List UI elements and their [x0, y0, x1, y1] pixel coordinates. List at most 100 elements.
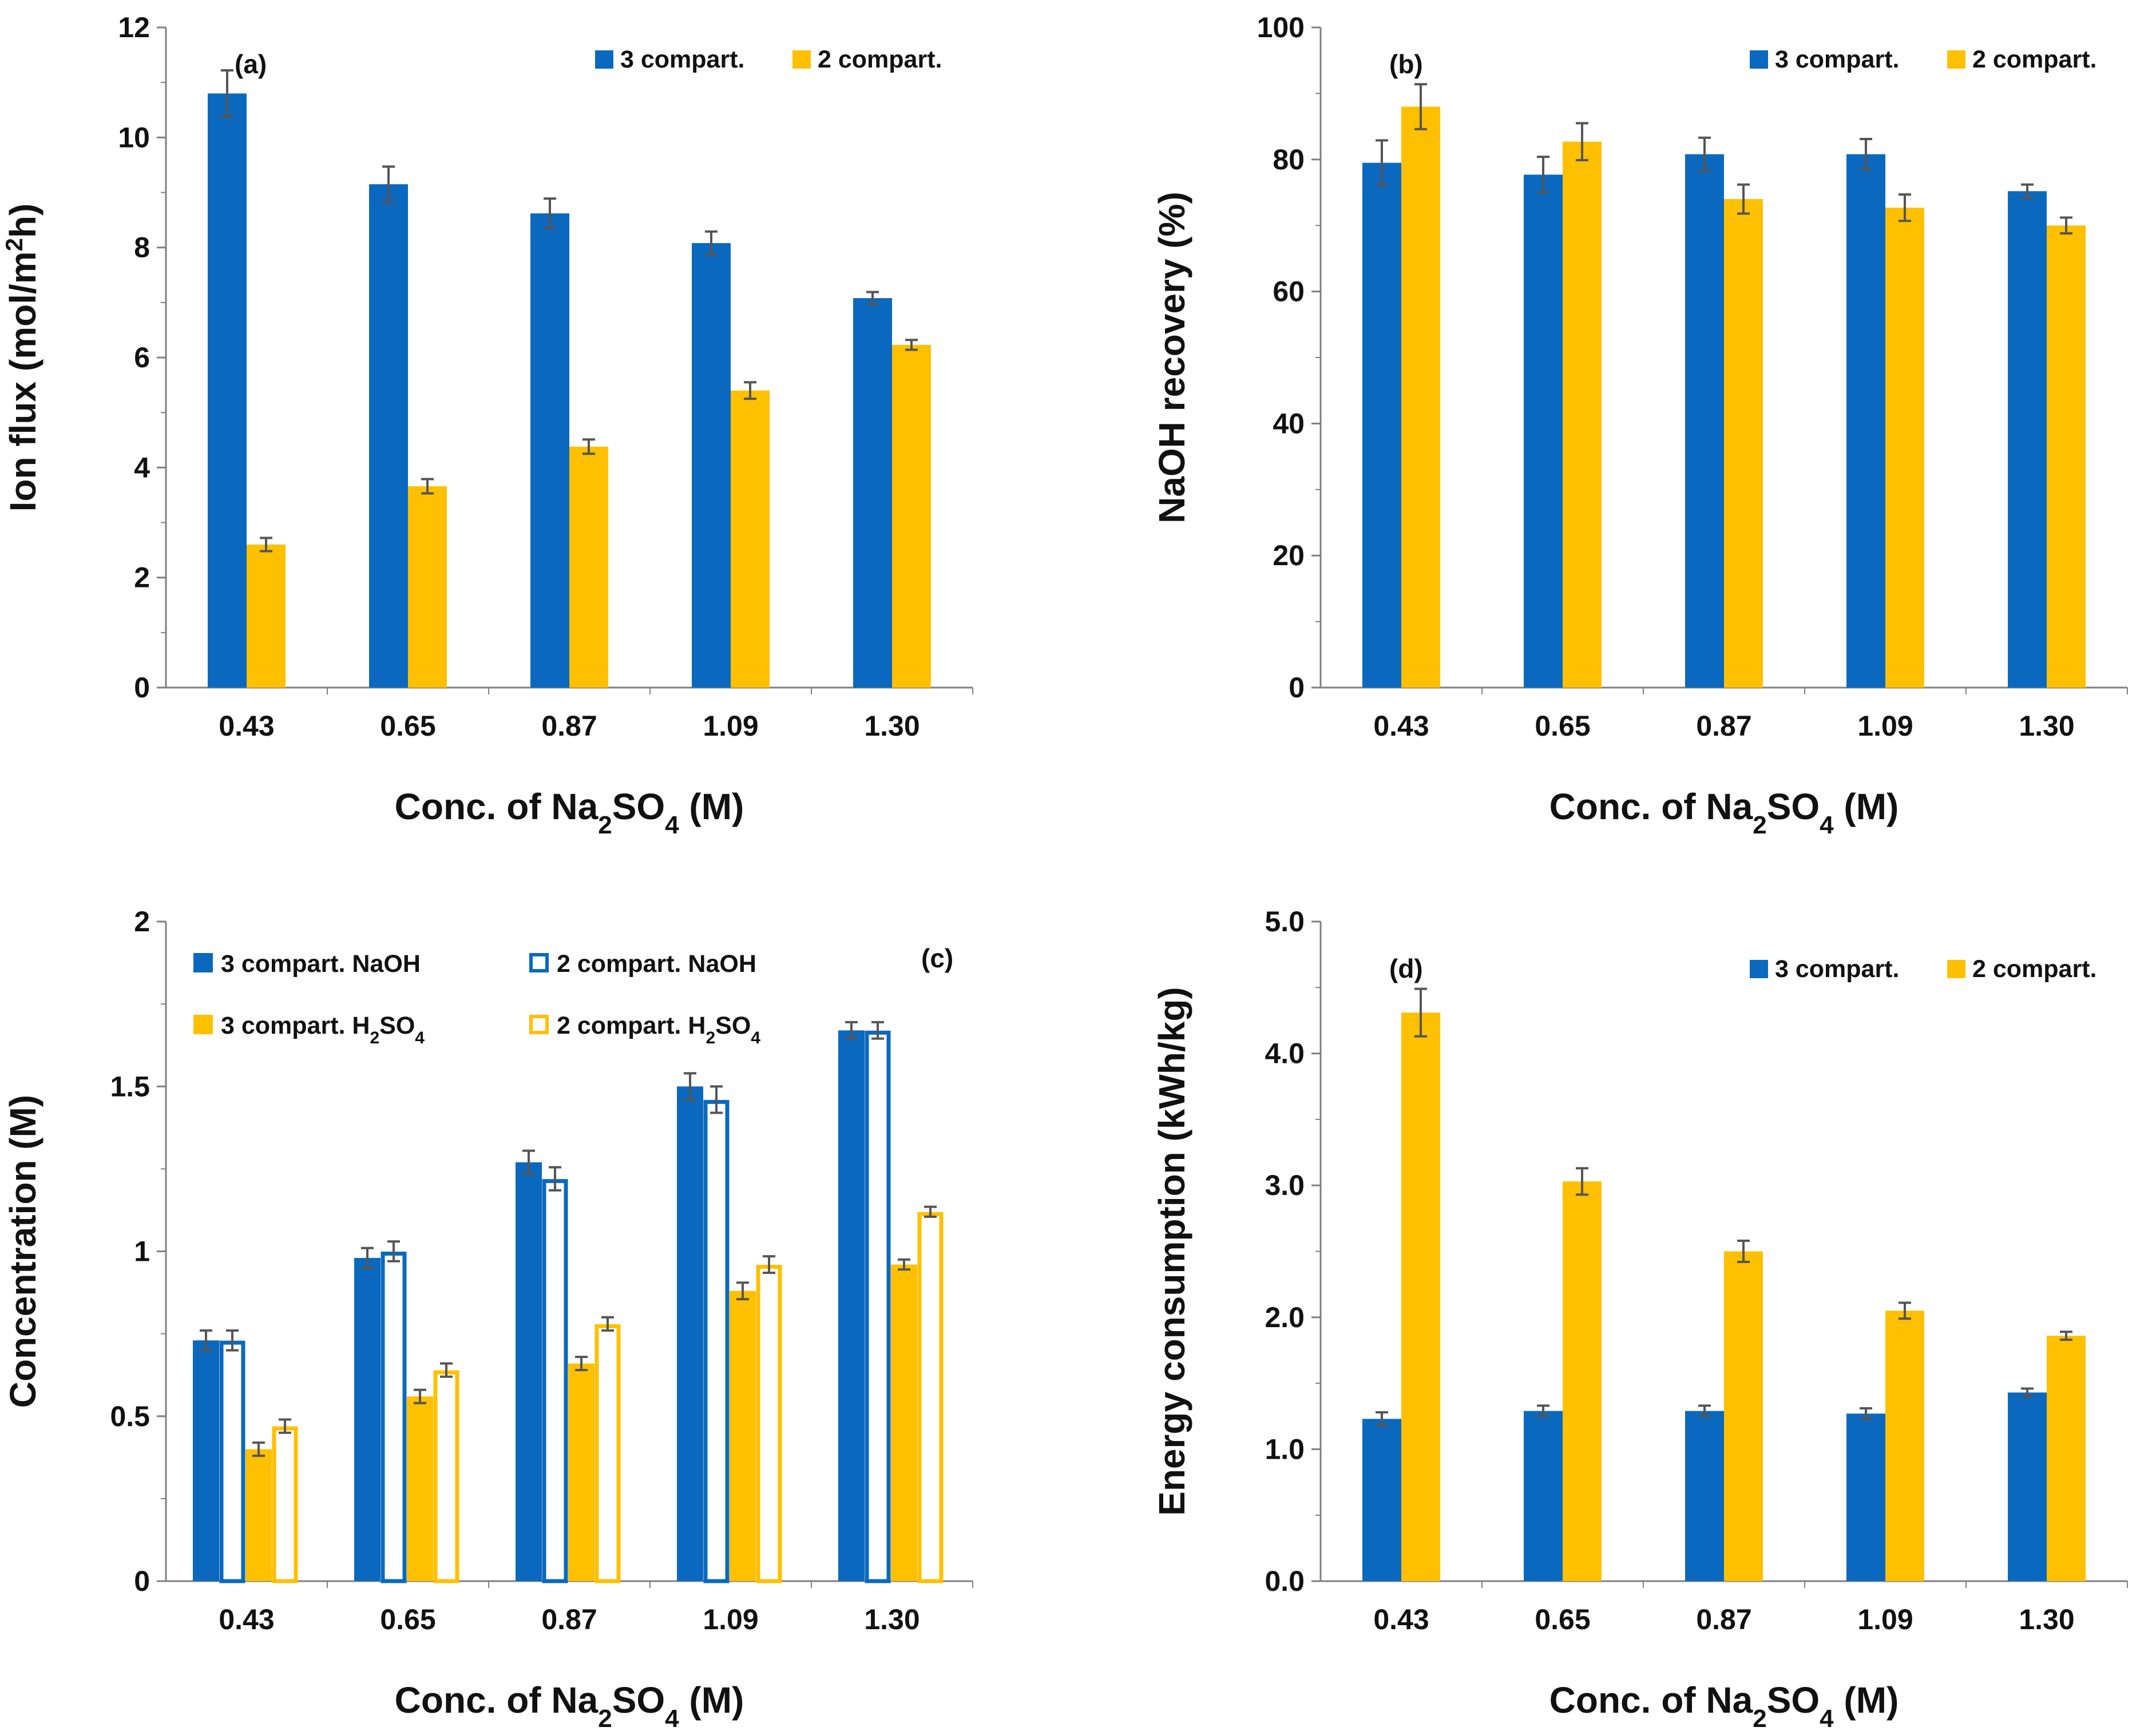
bar — [1846, 1414, 1885, 1581]
x-tick-label: 1.09 — [703, 1603, 758, 1635]
x-axis-label-subscript: 2 — [1753, 1705, 1766, 1731]
y-axis-label: NaOH recovery (%) — [1151, 192, 1192, 523]
x-tick-label: 0.43 — [1373, 710, 1429, 742]
legend-text-part: 3 compart. H — [221, 1012, 370, 1039]
y-tick-label: 2.0 — [1265, 1301, 1305, 1333]
y-tick-label: 6 — [134, 342, 150, 374]
bar — [219, 1340, 245, 1583]
bar — [272, 1426, 298, 1583]
bar — [193, 1340, 219, 1581]
x-tick-label: 1.30 — [864, 710, 920, 742]
legend-swatch — [1947, 50, 1965, 69]
y-tick-label: 0 — [1289, 672, 1305, 704]
y-axis-label-part: h) — [2, 204, 43, 238]
x-axis-label-part: SO — [1767, 786, 1820, 827]
x-tick-label: 0.65 — [1535, 1603, 1590, 1635]
y-tick-label: 60 — [1273, 276, 1305, 308]
x-axis-label-part: (M) — [1834, 786, 1899, 827]
y-tick-label: 0 — [134, 1565, 150, 1597]
y-tick-label: 8 — [134, 232, 150, 264]
chart-panel-a: 0 2 4 6 8 10 12 0.43 0.65 0.87 1.09 1.30 (a) 3 compar… — [1, 11, 973, 839]
x-axis-label-part: (M) — [679, 786, 744, 827]
y-tick-label: 2 — [134, 906, 150, 938]
bar — [2008, 191, 2047, 688]
bar — [542, 1179, 568, 1583]
bar — [1401, 1013, 1440, 1581]
bar — [530, 213, 569, 688]
bar — [730, 1291, 756, 1581]
bar — [917, 1212, 944, 1583]
chart-panel-d: 0.0 1.0 2.0 3.0 4.0 5.0 0.43 0.65 0.87 1.09 1.30 (d… — [1151, 906, 2128, 1731]
x-axis-label-part: Conc. of Na — [1549, 786, 1753, 827]
y-tick-label: 0.5 — [110, 1400, 150, 1432]
bar — [892, 344, 931, 688]
x-axis-label-part: (M) — [1834, 1680, 1899, 1721]
legend-swatch — [529, 953, 549, 972]
bar — [1401, 106, 1440, 688]
y-tick-label: 4.0 — [1265, 1038, 1305, 1070]
x-axis-label-part: SO — [1767, 1680, 1820, 1721]
bar — [354, 1258, 381, 1581]
bar — [2008, 1392, 2047, 1581]
y-axis-label-superscript: 2 — [1, 238, 27, 251]
bar — [568, 1363, 595, 1581]
bar — [247, 544, 286, 688]
legend-swatch — [193, 1015, 213, 1034]
panel-label: (c) — [921, 943, 953, 973]
x-axis-label-part: Conc. of Na — [1549, 1680, 1753, 1721]
x-axis-label-part: Conc. of Na — [395, 786, 599, 827]
x-axis-label-subscript: 4 — [665, 811, 679, 839]
legend-label: 2 compart. — [1972, 46, 2096, 73]
bar — [865, 1030, 891, 1583]
bar — [731, 390, 770, 688]
legend-swatch — [792, 50, 811, 69]
x-tick-label: 0.87 — [541, 1603, 597, 1635]
bar — [208, 93, 247, 688]
legend-label: 3 compart. — [620, 46, 744, 73]
bar — [595, 1324, 621, 1583]
y-tick-label: 1.0 — [1265, 1433, 1305, 1465]
x-axis-label-subscript: 2 — [598, 811, 612, 839]
y-axis-label: Energy consumption (kWh/kg) — [1151, 987, 1192, 1515]
y-tick-label: 20 — [1273, 539, 1305, 571]
x-axis-label-part: SO — [612, 1680, 665, 1721]
bar — [756, 1265, 782, 1583]
y-tick-label: 10 — [118, 121, 150, 153]
legend-subscript: 4 — [415, 1029, 425, 1047]
bar — [1362, 162, 1401, 688]
legend-label: 2 compart. H2SO4 — [557, 1012, 760, 1047]
x-axis-label-part: SO — [612, 786, 665, 827]
x-tick-label: 0.87 — [1696, 1603, 1751, 1635]
bar — [692, 243, 731, 688]
y-tick-label: 0 — [134, 672, 150, 704]
legend-subscript: 2 — [706, 1029, 715, 1047]
y-axis-label-part: Concentration (M) — [2, 1095, 43, 1408]
legend-label: 3 compart. — [1775, 46, 1899, 73]
x-axis-label-subscript: 4 — [665, 1705, 679, 1731]
x-tick-label: 0.87 — [1696, 710, 1751, 742]
x-tick-label: 1.09 — [1857, 710, 1913, 742]
panel-label: (b) — [1389, 49, 1423, 79]
y-tick-label: 100 — [1257, 11, 1305, 43]
bar — [677, 1086, 703, 1581]
legend-swatch — [1750, 960, 1768, 978]
bar — [1685, 1411, 1724, 1581]
x-tick-label: 0.43 — [219, 1603, 274, 1635]
bar — [1685, 154, 1724, 688]
x-tick-label: 1.30 — [864, 1603, 920, 1635]
y-axis-label: Ion flux (mol/m2h) — [1, 204, 44, 512]
x-tick-label: 1.30 — [2019, 1603, 2074, 1635]
bar — [891, 1264, 917, 1581]
y-tick-label: 12 — [118, 11, 150, 43]
bar — [407, 1396, 433, 1581]
x-tick-label: 0.65 — [380, 710, 435, 742]
y-tick-label: 5.0 — [1265, 906, 1305, 938]
x-axis-label: Conc. of Na2SO4 (M) — [1549, 786, 1899, 839]
y-tick-label: 3.0 — [1265, 1169, 1305, 1201]
x-axis-label-subscript: 2 — [1753, 811, 1766, 839]
y-tick-label: 1.5 — [110, 1070, 150, 1102]
legend-swatch — [193, 953, 213, 972]
x-axis-label-subscript: 2 — [598, 1705, 612, 1731]
legend-label: 3 compart. H2SO4 — [221, 1012, 425, 1047]
